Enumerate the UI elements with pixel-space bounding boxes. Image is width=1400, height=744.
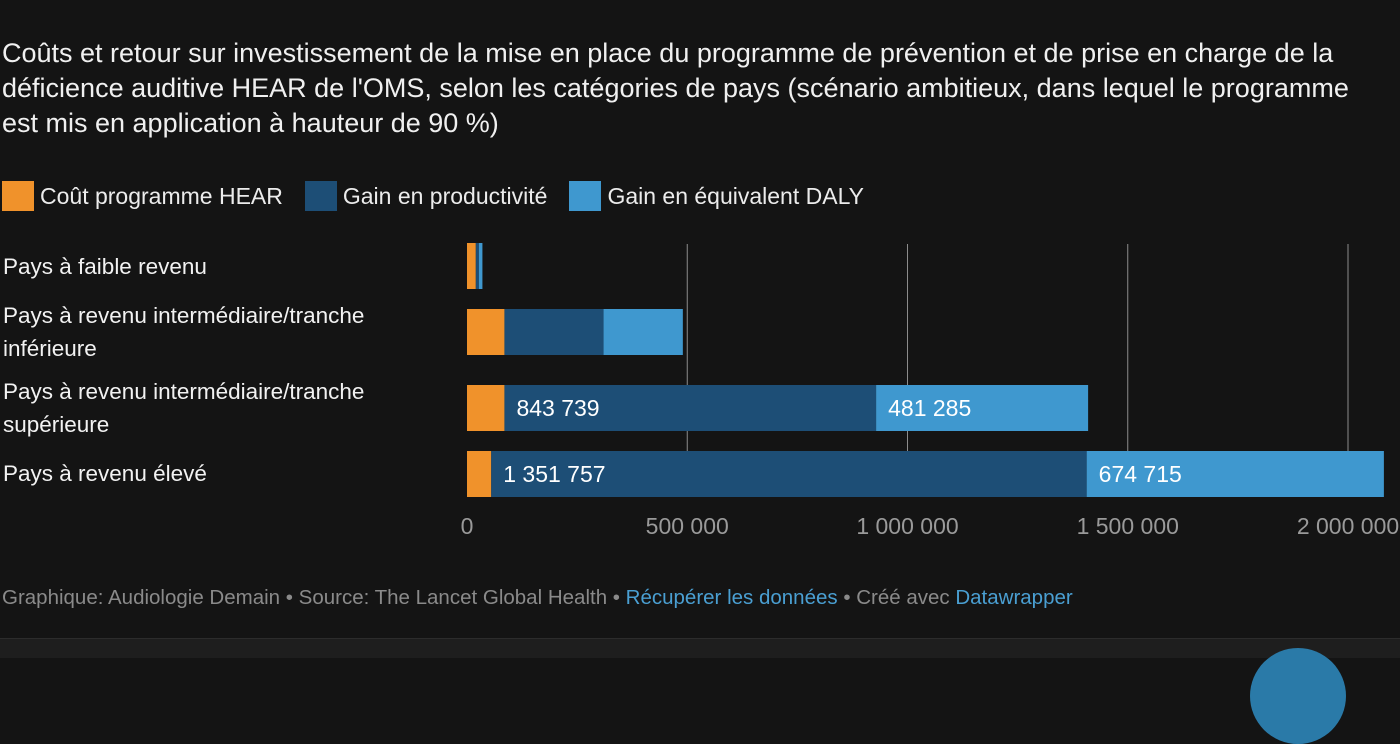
chart-title: Coûts et retour sur investissement de la… (2, 38, 1349, 138)
bar-gain-en-productivite-2 (504, 385, 877, 431)
bar-cout-programme-hear-1 (467, 309, 505, 355)
data-label-gain-en-equivalent-daly-2: 481 285 (888, 395, 971, 421)
data-label-gain-en-productivite-2: 843 739 (516, 395, 599, 421)
legend-swatch-productivity (304, 181, 337, 211)
legend-item-productivity: Gain en productivité (304, 181, 548, 211)
row-label-high-income: Pays à revenu élevé (3, 461, 207, 486)
x-axis-ticks: 0 500 000 1 000 000 1 500 000 2 000 000 (461, 513, 1400, 539)
legend-item-cost: Coût programme HEAR (2, 181, 283, 211)
bar-cout-programme-hear-2 (467, 385, 505, 431)
x-tick-label-0: 0 (461, 513, 474, 539)
bar-gain-en-equivalent-daly-3 (1086, 451, 1384, 497)
bar-gain-en-equivalent-daly-2 (876, 385, 1089, 431)
bar-gain-en-equivalent-daly-0 (478, 243, 483, 289)
footer-created-with: • Créé avec (837, 586, 956, 609)
data-label-gain-en-productivite-3: 1 351 757 (503, 461, 605, 487)
footer-credits: Graphique: Audiologie Demain • Source: T… (2, 586, 626, 609)
x-tick-label-4: 2 000 000 (1297, 513, 1399, 539)
stacked-bar-chart: 843 739 481 285 1 351 757 674 715 0 500 000 1… (461, 243, 1400, 539)
row-label-lower-middle-income: Pays à revenu intermédiaire/tranche infé… (3, 303, 365, 361)
x-tick-label-3: 1 500 000 (1077, 513, 1179, 539)
bar-gain-en-productivite-0 (475, 243, 479, 289)
bottom-bar (0, 638, 1400, 658)
bar-cout-programme-hear-3 (467, 451, 492, 497)
floating-action-button[interactable] (1250, 648, 1346, 744)
data-label-gain-en-equivalent-daly-3: 674 715 (1099, 461, 1182, 487)
footer: Graphique: Audiologie Demain • Source: T… (2, 586, 1073, 610)
legend-label-productivity: Gain en productivité (342, 182, 548, 209)
legend-swatch-cost (2, 181, 34, 211)
bar-gain-en-productivite-3 (491, 451, 1087, 497)
download-data-link[interactable]: Récupérer les données (625, 586, 838, 609)
x-tick-label-2: 1 000 000 (856, 513, 958, 539)
bars: 843 739 481 285 1 351 757 674 715 (467, 243, 1384, 497)
legend-label-cost: Coût programme HEAR (40, 182, 283, 209)
bar-gain-en-productivite-1 (504, 309, 604, 355)
x-tick-label-1: 500 000 (646, 513, 729, 539)
bar-cout-programme-hear-0 (467, 243, 476, 289)
datawrapper-link[interactable]: Datawrapper (955, 586, 1073, 609)
legend-swatch-daly (569, 181, 602, 211)
legend: Coût programme HEAR Gain en productivité… (2, 181, 886, 211)
bar-gain-en-equivalent-daly-1 (603, 309, 683, 355)
legend-label-daly: Gain en équivalent DALY (607, 182, 865, 209)
row-label-upper-middle-income: Pays à revenu intermédiaire/tranche supé… (3, 379, 365, 437)
legend-item-daly: Gain en équivalent DALY (569, 181, 864, 211)
row-label-low-income: Pays à faible revenu (3, 254, 207, 279)
